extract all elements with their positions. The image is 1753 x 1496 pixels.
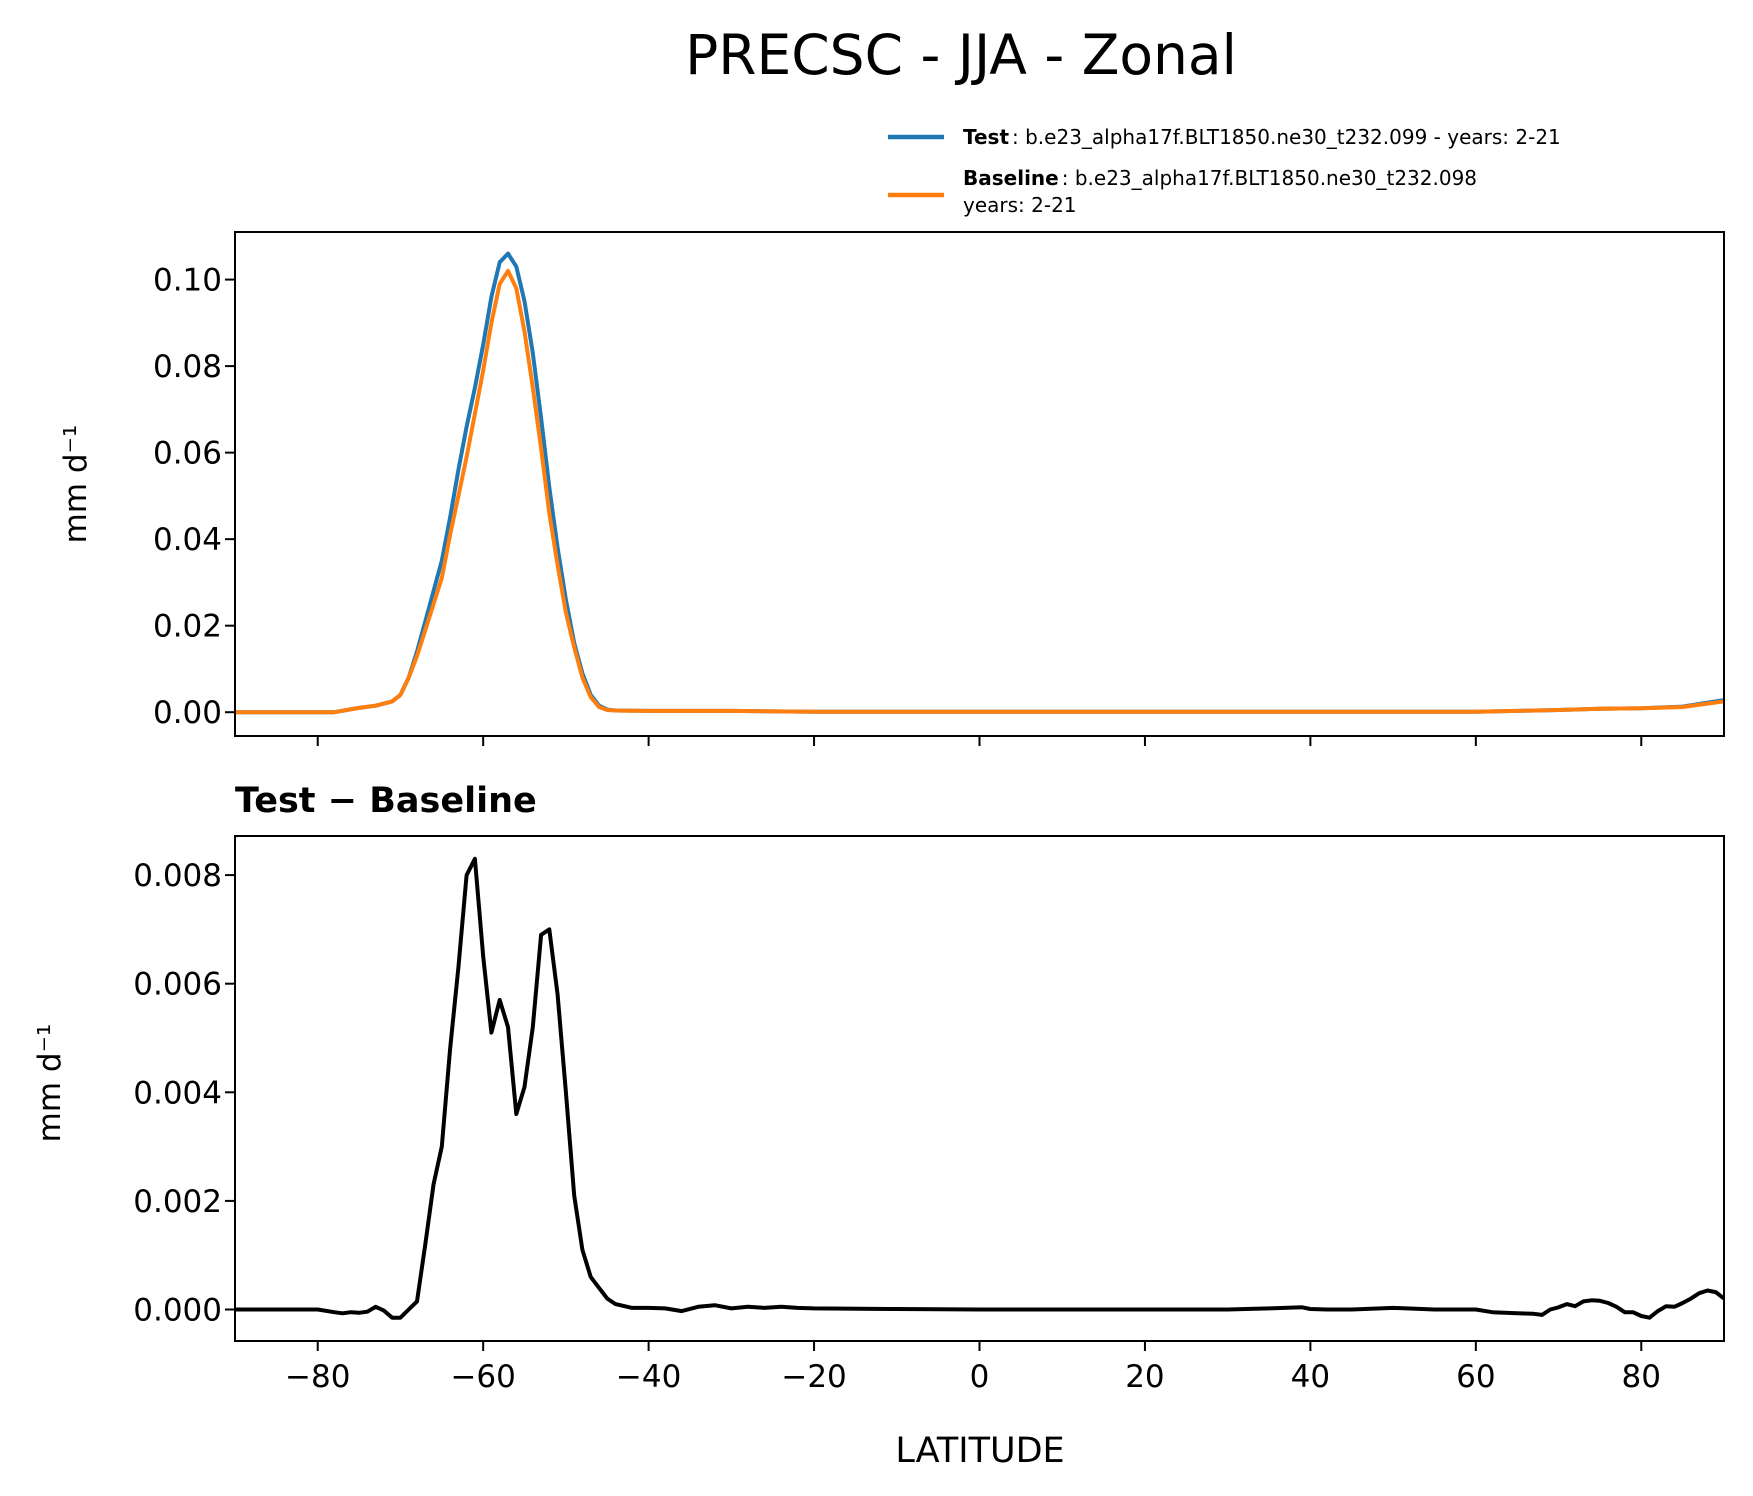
x-tick-label: 80 — [1622, 1359, 1661, 1395]
y-tick-label: 0.06 — [153, 436, 222, 472]
x-tick-label: −40 — [616, 1359, 681, 1395]
y-tick-label: 0.00 — [153, 695, 222, 731]
series-line-baseline — [235, 268, 1725, 715]
svg-text:Baseline: b.e23_alpha17f.BLT18: Baseline: b.e23_alpha17f.BLT1850.ne30_t2… — [963, 166, 1477, 190]
y-tick-label: 0.08 — [153, 349, 222, 385]
y-tick-label: 0.004 — [133, 1075, 222, 1111]
legend: Test: b.e23_alpha17f.BLT1850.ne30_t232.0… — [888, 125, 1561, 217]
x-tick-label: 40 — [1291, 1359, 1330, 1395]
y-tick-label: 0.002 — [133, 1184, 222, 1220]
x-tick-label: 0 — [970, 1359, 990, 1395]
bottom-panel-ylabel: mm d⁻¹ — [32, 1024, 68, 1143]
legend-label-baseline: Baseline — [963, 166, 1059, 190]
svg-text:Test: b.e23_alpha17f.BLT1850.n: Test: b.e23_alpha17f.BLT1850.ne30_t232.0… — [963, 125, 1561, 149]
y-tick-label: 0.04 — [153, 522, 222, 558]
bottom-panel-yticks: 0.000 0.002 0.004 0.006 0.008 — [133, 858, 235, 1329]
top-panel-ylabel: mm d⁻¹ — [58, 425, 94, 544]
bottom-panel-frame — [234, 835, 1725, 1342]
bottom-panel-title: Test − Baseline — [235, 781, 537, 821]
bottom-panel: Test − Baseline −80 −60 −40 −20 0 20 40 60 80 0.… — [32, 781, 1726, 1471]
legend-desc-baseline: : b.e23_alpha17f.BLT1850.ne30_t232.098 — [1062, 166, 1477, 190]
x-tick-label: 60 — [1456, 1359, 1495, 1395]
top-panel-lines — [235, 251, 1725, 715]
x-tick-label: 20 — [1125, 1359, 1164, 1395]
y-tick-label: 0.10 — [153, 263, 222, 299]
y-tick-label: 0.000 — [133, 1293, 222, 1329]
series-line-test-baseline — [235, 856, 1726, 1320]
legend-desc-baseline-line2: years: 2-21 — [963, 193, 1077, 217]
y-tick-label: 0.02 — [153, 609, 222, 645]
top-panel: 0.00 0.02 0.04 0.06 0.08 0.10 mm d⁻¹ — [58, 231, 1725, 746]
x-tick-label: −20 — [781, 1359, 846, 1395]
y-tick-label: 0.006 — [133, 967, 222, 1003]
bottom-panel-xticks: −80 −60 −40 −20 0 20 40 60 80 — [285, 1341, 1661, 1395]
legend-desc-test: : b.e23_alpha17f.BLT1850.ne30_t232.099 -… — [1012, 125, 1561, 149]
top-panel-yticks: 0.00 0.02 0.04 0.06 0.08 0.10 — [153, 263, 235, 731]
legend-label-test: Test — [963, 125, 1009, 149]
top-panel-xticks — [316, 736, 1643, 746]
y-tick-label: 0.008 — [133, 858, 222, 894]
bottom-panel-lines — [235, 856, 1726, 1320]
x-tick-label: −60 — [450, 1359, 515, 1395]
bottom-panel-xlabel: LATITUDE — [895, 1431, 1064, 1471]
top-panel-frame — [234, 231, 1725, 737]
figure-title: PRECSC - JJA - Zonal — [685, 23, 1237, 87]
x-tick-label: −80 — [285, 1359, 350, 1395]
